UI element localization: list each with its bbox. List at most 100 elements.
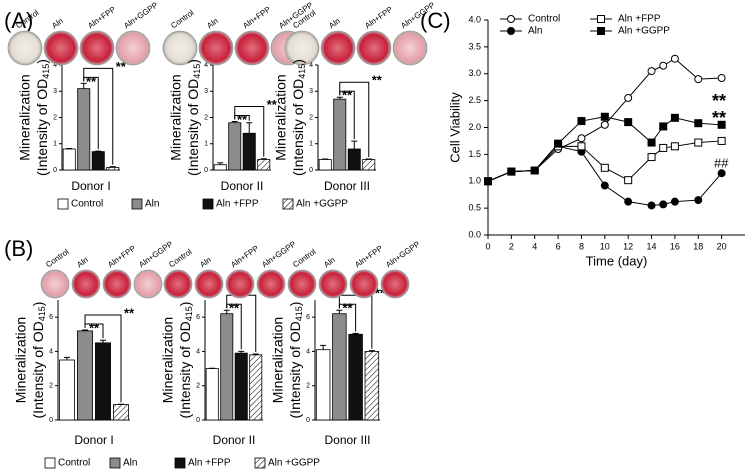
culture-dish: [115, 30, 151, 66]
bar: [77, 88, 91, 171]
error-bar: [238, 350, 245, 354]
y-tick-label: 2: [204, 114, 208, 121]
culture-dish: [162, 30, 198, 66]
legend-label: Aln +GGPP: [618, 26, 670, 37]
marker: [577, 117, 586, 126]
annotation: **: [712, 108, 726, 128]
x-axis-label: Donor I: [74, 433, 113, 447]
y-axis-label-part: ): [30, 302, 46, 307]
y-axis-label-subscript: 415: [294, 306, 304, 321]
marker: [659, 200, 668, 209]
marker: [694, 196, 703, 205]
annotation: **: [372, 73, 383, 88]
legend-label: Aln +FPP: [188, 458, 231, 469]
bar: [95, 342, 111, 421]
marker: [554, 139, 563, 148]
category-label: Aln+FPP: [86, 5, 117, 31]
y-tick-label: 2: [306, 383, 310, 390]
bar: [333, 98, 347, 171]
culture-dish: [102, 269, 132, 299]
culture-dish: [287, 269, 317, 299]
y-axis-label: Mineralization: [270, 317, 286, 403]
legend-swatch: [174, 457, 186, 469]
legend-label: Control: [528, 14, 560, 25]
x-tick-label: 0: [485, 241, 490, 251]
category-label: Aln: [322, 255, 337, 269]
annotation: **: [342, 301, 353, 316]
error-bar: [64, 356, 70, 360]
y-axis-label-part: ): [287, 302, 303, 307]
error-bar: [320, 344, 327, 350]
annotation: **: [712, 91, 726, 111]
error-bar: [352, 332, 359, 335]
x-tick-label: 6: [556, 241, 561, 251]
culture-dish: [234, 30, 270, 66]
y-tick-label: 1.0: [468, 176, 481, 186]
marker: [647, 201, 656, 210]
error-bar: [351, 140, 358, 149]
y-tick-label: 0.0: [468, 229, 481, 239]
marker: [577, 134, 586, 143]
y-axis-label: Mineralization: [168, 74, 184, 160]
marker: [717, 120, 726, 129]
culture-dish: [380, 269, 410, 299]
y-tick-label: 4: [204, 62, 208, 69]
y-tick-label: 3: [53, 88, 57, 95]
annotation: **: [342, 88, 353, 103]
category-label: Aln+FPP: [106, 244, 137, 270]
annotation: **: [375, 286, 386, 301]
category-label: Aln+GGPP: [122, 0, 159, 30]
x-tick-label: 16: [670, 241, 680, 251]
series-line: [487, 140, 722, 182]
x-tick-label: 8: [579, 241, 584, 251]
panel-label: (B): [4, 236, 33, 261]
y-axis-label: (Intensity of OD415): [177, 302, 195, 419]
bar: [347, 148, 361, 171]
significance-bracket: [84, 314, 122, 403]
category-label: Control: [169, 8, 195, 30]
y-axis-label: Mineralization: [273, 74, 289, 160]
culture-dish: [392, 30, 428, 66]
marker: [507, 167, 516, 176]
marker: [717, 136, 726, 145]
marker: [670, 197, 679, 206]
bar: [332, 313, 347, 421]
marker: [670, 113, 679, 122]
bar: [348, 333, 363, 421]
panel-label: (C): [420, 8, 451, 33]
bar: [364, 351, 380, 421]
marker: [624, 118, 633, 127]
marker: [624, 93, 633, 102]
y-axis-label: Cell Viability: [447, 92, 462, 163]
y-tick-label: 1.5: [468, 149, 481, 159]
marker: [659, 122, 668, 131]
error-bar: [223, 309, 230, 314]
annotation: **: [229, 301, 240, 316]
error-bar: [80, 82, 87, 89]
legend-label: Aln +GGPP: [268, 458, 320, 469]
category-label: Aln+FPP: [229, 244, 260, 270]
marker: [659, 143, 668, 152]
legend-marker: [597, 27, 605, 35]
category-label: Control: [167, 247, 193, 269]
y-tick-label: 4: [53, 62, 57, 69]
y-axis-label-part: (Intensity of OD: [177, 321, 193, 418]
bar: [220, 313, 234, 421]
category-label: Aln: [205, 16, 220, 30]
y-tick-label: 2.5: [468, 95, 481, 105]
y-tick-label: 3: [309, 88, 313, 95]
error-bar: [82, 329, 88, 331]
legend-marker: [597, 15, 605, 23]
y-tick-label: 1: [204, 141, 208, 148]
error-bar: [336, 96, 343, 100]
y-tick-label: 0.5: [468, 203, 481, 213]
y-tick-label: 3.0: [468, 68, 481, 78]
bar: [113, 404, 129, 421]
marker: [624, 176, 633, 185]
y-tick-label: 0: [204, 167, 208, 174]
significance-bracket: [83, 67, 114, 165]
y-axis-label-part: ): [177, 302, 193, 307]
marker: [694, 119, 703, 128]
legend-swatch: [282, 198, 294, 210]
annotation: **: [86, 74, 97, 89]
